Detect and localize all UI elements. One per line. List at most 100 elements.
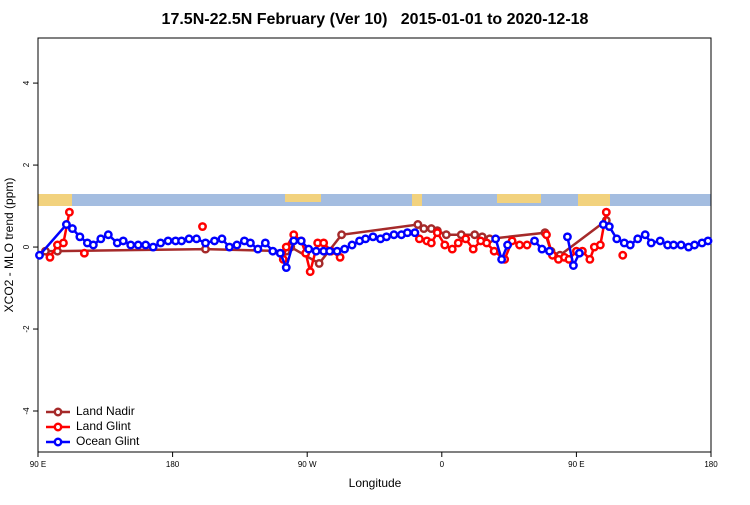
data-point	[340, 244, 350, 254]
data-point	[441, 230, 451, 240]
data-point	[319, 238, 329, 248]
x-tick-label: 180	[704, 460, 718, 469]
data-point	[419, 224, 429, 234]
data-point	[281, 263, 291, 272]
data-point	[224, 242, 234, 252]
data-point	[389, 230, 399, 240]
data-point	[447, 244, 457, 254]
data-point	[118, 236, 128, 246]
data-point	[497, 254, 507, 264]
data-point	[58, 238, 68, 248]
data-point	[304, 244, 314, 254]
data-point	[198, 222, 207, 232]
data-point	[585, 254, 595, 264]
data-point	[133, 240, 143, 250]
data-point	[690, 240, 699, 250]
data-point	[325, 246, 335, 256]
land-patch	[285, 194, 321, 202]
data-point	[75, 232, 85, 242]
data-point	[289, 236, 299, 246]
data-point	[260, 238, 270, 248]
data-point	[67, 224, 77, 234]
data-point	[184, 234, 194, 244]
data-point	[426, 238, 436, 248]
data-point	[522, 240, 532, 250]
x-axis-label: Longitude	[349, 476, 402, 490]
data-point	[296, 236, 306, 246]
data-point	[163, 236, 173, 246]
data-point	[210, 236, 219, 246]
plot-frame	[37, 37, 712, 453]
land-ocean-strip	[38, 194, 711, 206]
data-point	[347, 240, 357, 250]
data-point	[141, 240, 151, 250]
data-point	[489, 246, 499, 256]
data-point	[268, 246, 278, 256]
data-point	[201, 238, 210, 248]
data-point	[88, 240, 98, 250]
data-point	[542, 230, 551, 240]
x-tick-label: 180	[166, 460, 180, 469]
data-point	[64, 207, 74, 217]
data-point	[461, 234, 471, 244]
data-point	[537, 244, 547, 254]
x-tick-label: 0	[440, 460, 445, 469]
data-point	[103, 230, 113, 240]
data-point	[468, 244, 478, 254]
land-patch	[412, 194, 422, 206]
data-point	[530, 236, 539, 246]
data-point	[612, 234, 622, 244]
data-point	[232, 240, 242, 250]
y-tick-label: -2	[22, 325, 31, 333]
data-point	[61, 220, 71, 229]
data-point	[156, 238, 166, 248]
data-point	[337, 230, 347, 240]
y-tick-label: 0	[22, 244, 31, 249]
data-point	[253, 244, 263, 254]
data-point	[646, 238, 656, 248]
data-point	[45, 252, 55, 262]
y-tick-label: 2	[22, 162, 31, 167]
data-point	[413, 220, 423, 229]
legend-label: Ocean Glint	[76, 434, 140, 448]
data-point	[414, 234, 424, 244]
ocean-band	[38, 194, 711, 206]
data-point	[126, 240, 136, 250]
y-tick-label: 4	[22, 80, 31, 85]
data-point	[604, 222, 614, 232]
data-point	[440, 240, 450, 250]
data-point	[192, 234, 201, 244]
data-point	[453, 238, 463, 248]
data-point	[669, 240, 679, 250]
data-point	[35, 250, 44, 260]
land-patch	[578, 194, 610, 206]
data-point	[676, 240, 686, 250]
land-patch	[497, 194, 541, 203]
x-tick-label: 90 E	[30, 460, 46, 469]
data-point	[368, 232, 378, 242]
y-tick-label: -4	[22, 407, 31, 415]
data-point	[618, 250, 628, 260]
data-point	[314, 258, 324, 268]
data-point	[545, 246, 554, 256]
data-point	[148, 242, 158, 252]
data-point	[305, 267, 315, 277]
legend-label: Land Nadir	[76, 404, 135, 418]
legend-label: Land Glint	[76, 419, 131, 433]
data-point	[470, 230, 480, 240]
data-point	[382, 232, 391, 242]
data-point	[640, 230, 650, 240]
data-point	[96, 234, 106, 244]
data-point	[568, 261, 578, 270]
data-point	[432, 228, 442, 238]
data-point	[361, 234, 370, 244]
data-point	[515, 240, 525, 250]
y-axis-label: XCO2 - MLO trend (ppm)	[2, 178, 16, 313]
data-point	[332, 246, 342, 256]
land-patch	[38, 194, 72, 206]
data-point	[79, 248, 89, 258]
legend-marker	[53, 422, 63, 432]
